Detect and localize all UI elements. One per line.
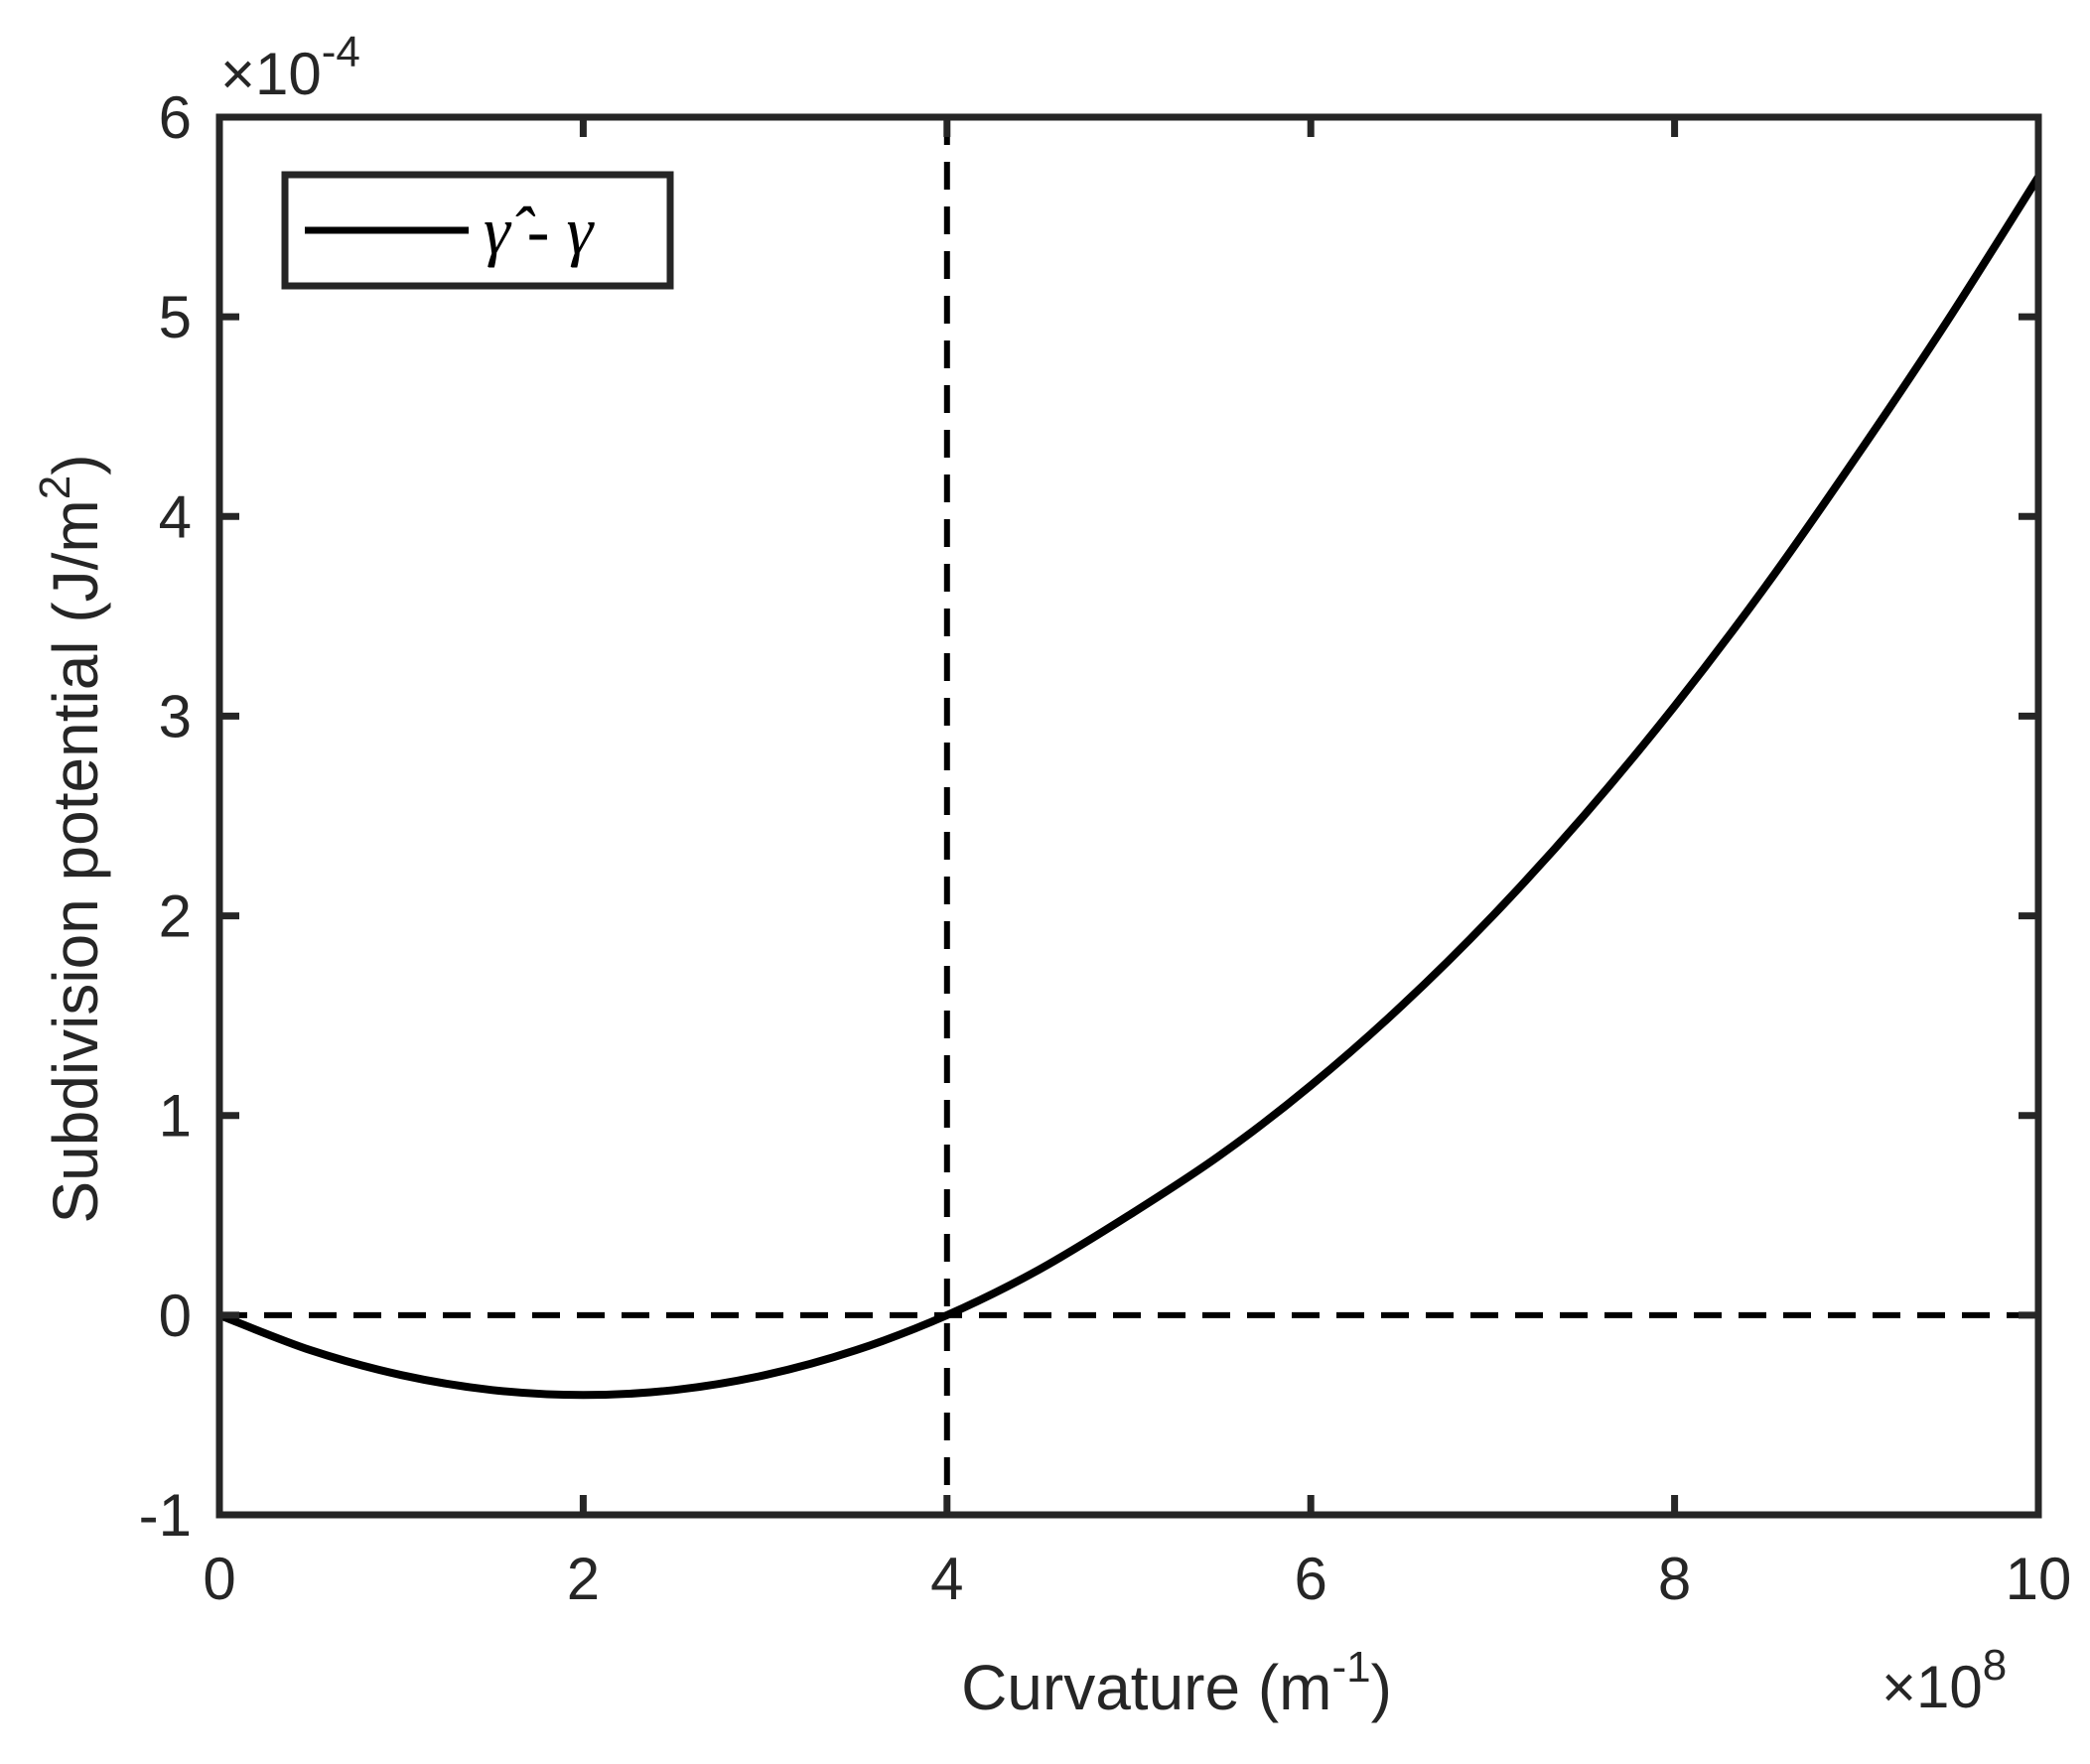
y-tick-label: 5 [159,284,192,350]
reference-lines [219,117,2038,1515]
y-tick-label: 0 [159,1283,192,1349]
legend: γ̂ - γ [281,171,674,290]
x-tick-label: 2 [567,1546,600,1612]
x-multiplier-exponent: 8 [1983,1641,2007,1690]
y-tick-label: -1 [139,1482,192,1549]
y-multiplier-base: ×10 [220,41,322,107]
y-multiplier: ×10-4 [220,28,360,107]
y-axis-label: Subdivision potential (J/m2) [31,454,111,1223]
y-tick-label: 2 [159,883,192,950]
x-axis-label-text: Curvature (m [961,1652,1331,1723]
x-axis-label-superscript: -1 [1331,1643,1370,1692]
x-tick-label: 10 [2006,1546,2072,1612]
x-multiplier: ×108 [1881,1641,2007,1720]
y-multiplier-exponent: -4 [322,28,360,76]
legend-entry-label: γ̂ - γ [484,193,595,268]
x-tick-labels: 0 2 4 6 8 10 [203,1546,2071,1612]
x-tick-label: 8 [1658,1546,1691,1612]
y-axis-label-close: ) [40,454,111,475]
x-tick-label: 0 [203,1546,235,1612]
y-tick-label: 4 [159,483,192,550]
x-axis-label: Curvature (m-1) [961,1643,1392,1723]
y-tick-label: 3 [159,683,192,749]
y-tick-label: 1 [159,1083,192,1150]
x-tick-label: 6 [1295,1546,1327,1612]
y-axis-label-text: Subdivision potential (J/m [40,499,111,1223]
y-axis-label-superscript: 2 [31,475,79,499]
series-line-0 [217,175,2042,1400]
x-axis-label-close: ) [1371,1652,1392,1723]
y-tick-label: 6 [159,84,192,151]
series-layer [217,175,2042,1400]
x-multiplier-base: ×10 [1881,1654,1983,1720]
y-tick-labels: -1 0 1 2 3 4 5 6 [139,84,192,1549]
plot-frame [215,113,2042,1519]
x-tick-label: 4 [930,1546,963,1612]
